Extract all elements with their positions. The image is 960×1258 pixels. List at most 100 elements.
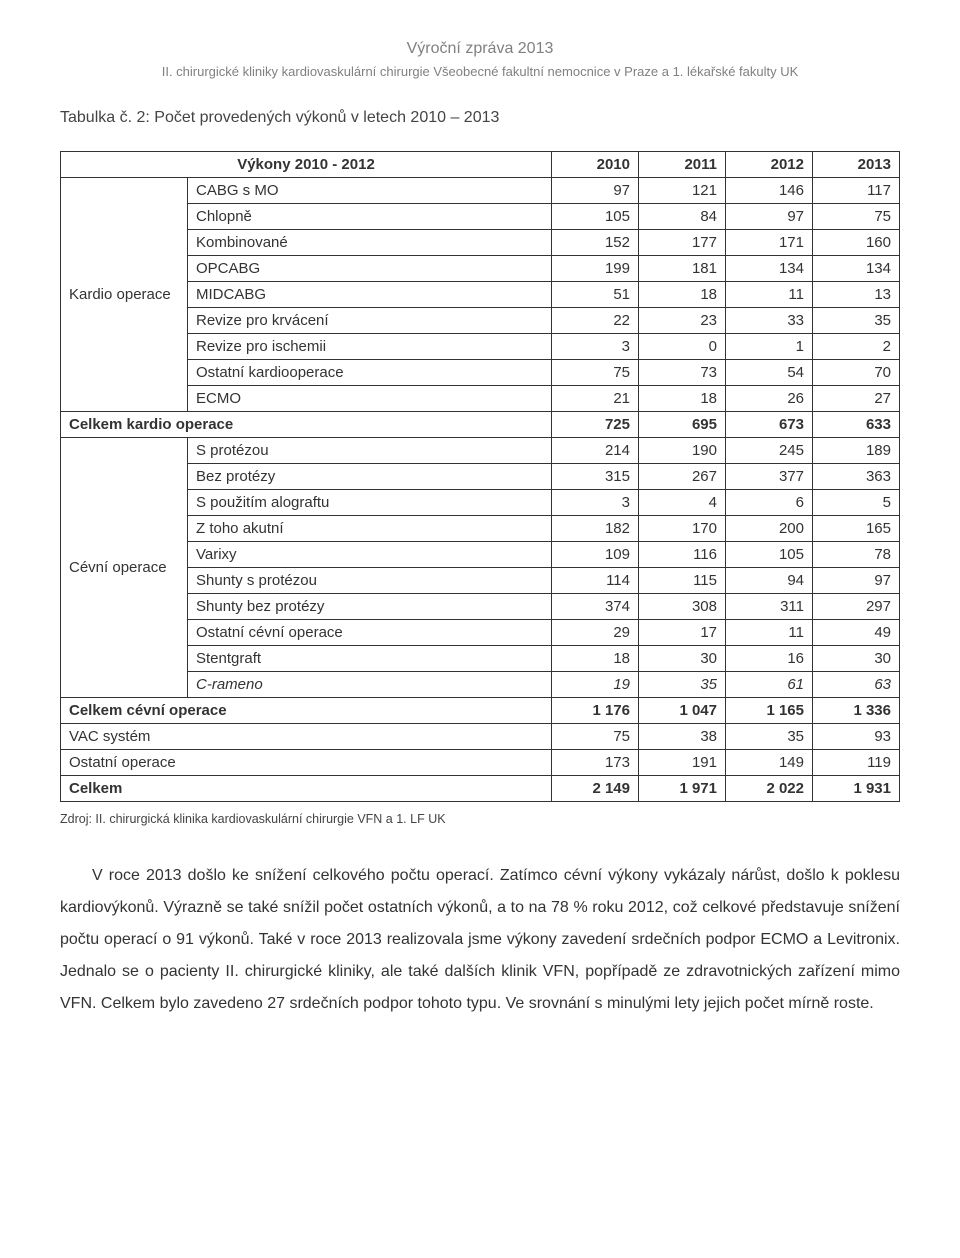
value-cell: 2 — [813, 334, 900, 360]
category-cell: Cévní operace — [61, 438, 188, 698]
value-cell: 11 — [726, 620, 813, 646]
row-label: Kombinované — [188, 230, 552, 256]
value-cell: 173 — [552, 750, 639, 776]
value-cell: 633 — [813, 412, 900, 438]
header-year-2: 2012 — [726, 152, 813, 178]
value-cell: 117 — [813, 178, 900, 204]
procedures-table: Výkony 2010 - 2012 2010 2011 2012 2013 K… — [60, 151, 900, 802]
value-cell: 315 — [552, 464, 639, 490]
value-cell: 35 — [726, 724, 813, 750]
row-label: MIDCABG — [188, 282, 552, 308]
value-cell: 109 — [552, 542, 639, 568]
table-caption: Tabulka č. 2: Počet provedených výkonů v… — [60, 109, 900, 127]
value-cell: 73 — [639, 360, 726, 386]
value-cell: 2 149 — [552, 776, 639, 802]
value-cell: 13 — [813, 282, 900, 308]
value-cell: 54 — [726, 360, 813, 386]
value-cell: 97 — [726, 204, 813, 230]
header-label: Výkony 2010 - 2012 — [61, 152, 552, 178]
value-cell: 35 — [813, 308, 900, 334]
value-cell: 105 — [552, 204, 639, 230]
row-label: Chlopně — [188, 204, 552, 230]
value-cell: 170 — [639, 516, 726, 542]
value-cell: 29 — [552, 620, 639, 646]
value-cell: 199 — [552, 256, 639, 282]
value-cell: 49 — [813, 620, 900, 646]
value-cell: 93 — [813, 724, 900, 750]
value-cell: 191 — [639, 750, 726, 776]
row-label: Varixy — [188, 542, 552, 568]
value-cell: 97 — [813, 568, 900, 594]
value-cell: 5 — [813, 490, 900, 516]
value-cell: 214 — [552, 438, 639, 464]
row-label: C-rameno — [188, 672, 552, 698]
value-cell: 63 — [813, 672, 900, 698]
value-cell: 16 — [726, 646, 813, 672]
value-cell: 51 — [552, 282, 639, 308]
value-cell: 152 — [552, 230, 639, 256]
value-cell: 177 — [639, 230, 726, 256]
value-cell: 2 022 — [726, 776, 813, 802]
row-label: VAC systém — [61, 724, 552, 750]
row-label: Shunty bez protézy — [188, 594, 552, 620]
value-cell: 115 — [639, 568, 726, 594]
table-header-row: Výkony 2010 - 2012 2010 2011 2012 2013 — [61, 152, 900, 178]
value-cell: 1 336 — [813, 698, 900, 724]
report-subtitle: II. chirurgické kliniky kardiovaskulární… — [60, 64, 900, 79]
value-cell: 23 — [639, 308, 726, 334]
value-cell: 3 — [552, 334, 639, 360]
summary-label: Celkem kardio operace — [61, 412, 552, 438]
value-cell: 200 — [726, 516, 813, 542]
value-cell: 38 — [639, 724, 726, 750]
row-label: Bez protézy — [188, 464, 552, 490]
value-cell: 149 — [726, 750, 813, 776]
value-cell: 146 — [726, 178, 813, 204]
row-label: Ostatní kardiooperace — [188, 360, 552, 386]
value-cell: 78 — [813, 542, 900, 568]
value-cell: 190 — [639, 438, 726, 464]
row-label: S protézou — [188, 438, 552, 464]
value-cell: 1 — [726, 334, 813, 360]
row-label: ECMO — [188, 386, 552, 412]
table-row: Ostatní operace173191149119 — [61, 750, 900, 776]
row-label: Z toho akutní — [188, 516, 552, 542]
value-cell: 377 — [726, 464, 813, 490]
table-source: Zdroj: II. chirurgická klinika kardiovas… — [60, 812, 900, 826]
value-cell: 4 — [639, 490, 726, 516]
value-cell: 33 — [726, 308, 813, 334]
value-cell: 182 — [552, 516, 639, 542]
table-row: VAC systém75383593 — [61, 724, 900, 750]
row-label: OPCABG — [188, 256, 552, 282]
value-cell: 114 — [552, 568, 639, 594]
value-cell: 94 — [726, 568, 813, 594]
value-cell: 19 — [552, 672, 639, 698]
value-cell: 18 — [639, 282, 726, 308]
value-cell: 134 — [813, 256, 900, 282]
value-cell: 27 — [813, 386, 900, 412]
value-cell: 30 — [639, 646, 726, 672]
category-cell: Kardio operace — [61, 178, 188, 412]
value-cell: 6 — [726, 490, 813, 516]
value-cell: 0 — [639, 334, 726, 360]
total-row: Celkem2 1491 9712 0221 931 — [61, 776, 900, 802]
value-cell: 1 931 — [813, 776, 900, 802]
value-cell: 725 — [552, 412, 639, 438]
value-cell: 30 — [813, 646, 900, 672]
value-cell: 84 — [639, 204, 726, 230]
value-cell: 311 — [726, 594, 813, 620]
value-cell: 70 — [813, 360, 900, 386]
table-row: Kardio operaceCABG s MO97121146117 — [61, 178, 900, 204]
header-year-3: 2013 — [813, 152, 900, 178]
total-label: Celkem — [61, 776, 552, 802]
value-cell: 105 — [726, 542, 813, 568]
value-cell: 165 — [813, 516, 900, 542]
value-cell: 26 — [726, 386, 813, 412]
value-cell: 18 — [639, 386, 726, 412]
header-year-0: 2010 — [552, 152, 639, 178]
value-cell: 22 — [552, 308, 639, 334]
table-row: Cévní operaceS protézou214190245189 — [61, 438, 900, 464]
value-cell: 35 — [639, 672, 726, 698]
value-cell: 1 047 — [639, 698, 726, 724]
value-cell: 134 — [726, 256, 813, 282]
value-cell: 308 — [639, 594, 726, 620]
